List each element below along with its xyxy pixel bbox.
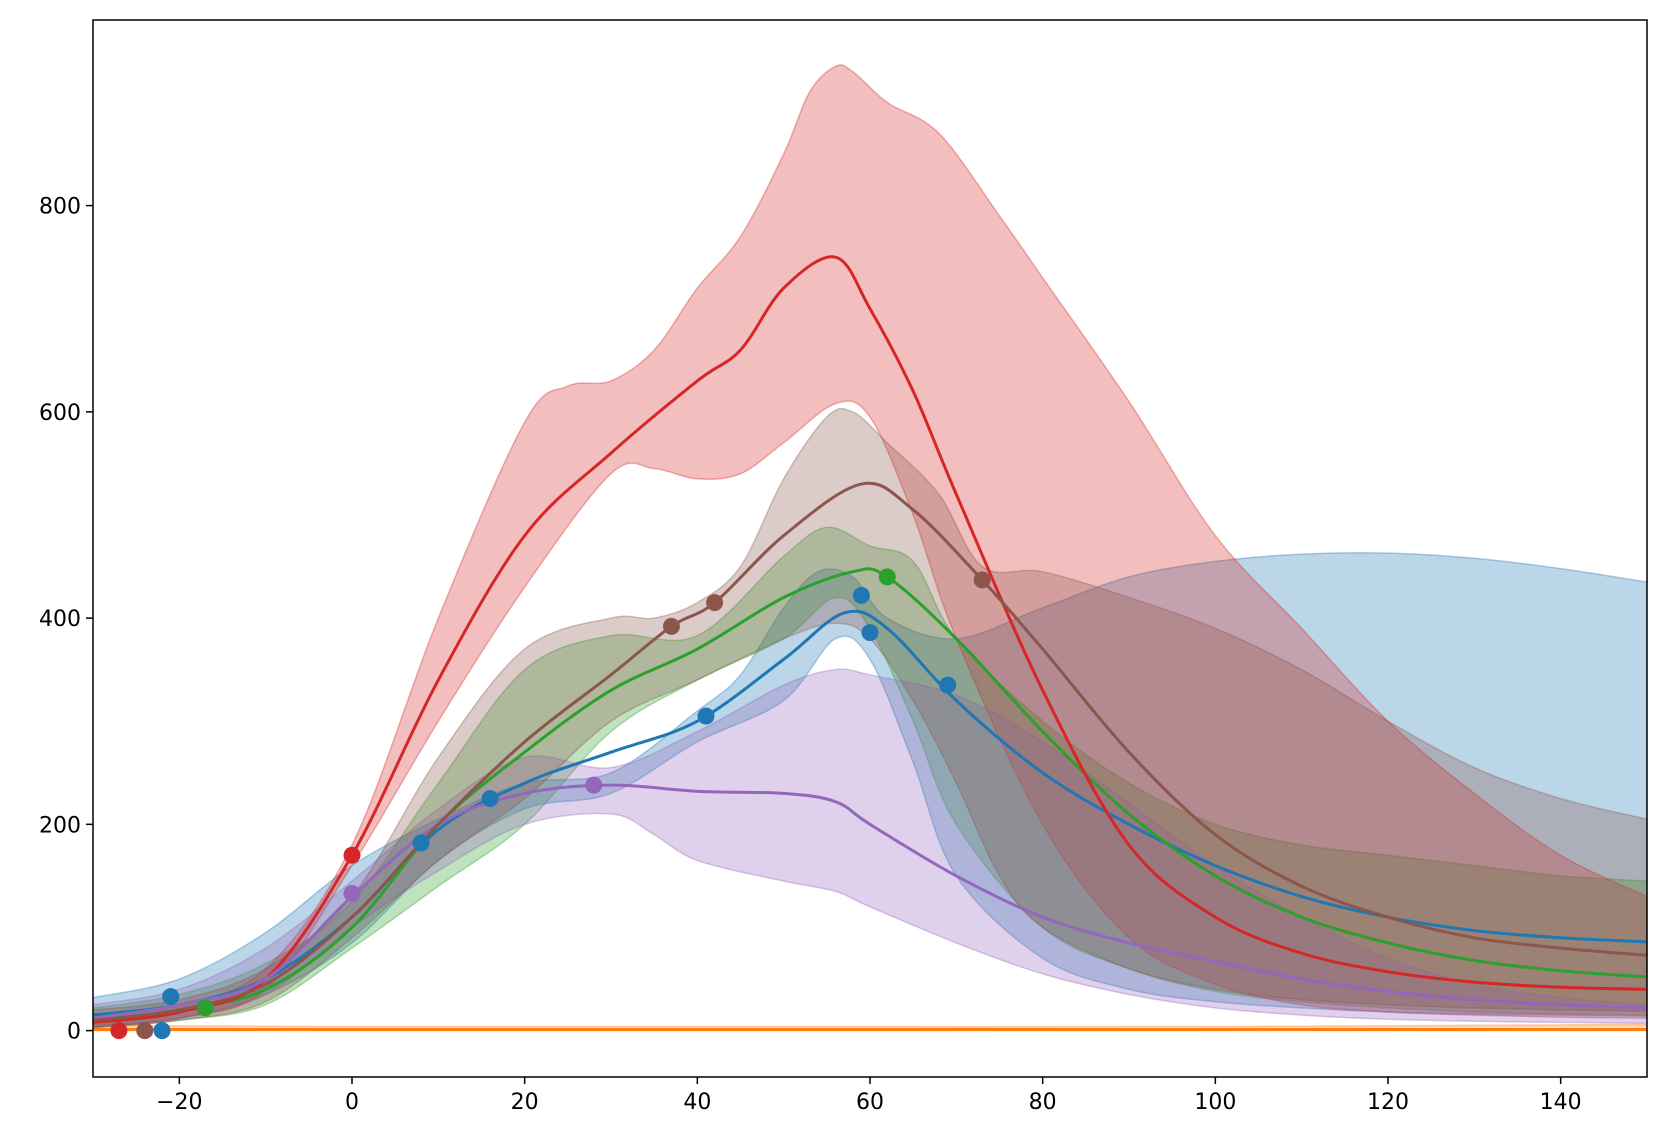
x-tick-label: −20 xyxy=(156,1090,202,1115)
x-tick-label: 60 xyxy=(856,1090,884,1115)
point-series-6-4 xyxy=(973,571,991,589)
point-series-1-3 xyxy=(412,834,430,852)
point-series-6-1 xyxy=(136,1022,154,1040)
x-axis: −20 0 20 40 60 80 100 120 140 xyxy=(156,1077,1582,1115)
line-series-6 xyxy=(93,481,1647,1022)
y-axis: 0 200 400 600 800 xyxy=(39,195,93,1045)
series-points xyxy=(110,568,991,1040)
confidence-bands xyxy=(93,64,1647,1032)
x-tick-label: 140 xyxy=(1540,1090,1582,1115)
band-series-4 xyxy=(93,64,1647,1029)
point-series-4-1 xyxy=(110,1022,128,1040)
line-series-3 xyxy=(93,567,1647,1022)
y-tick-label: 200 xyxy=(39,813,81,838)
x-tick-label: 80 xyxy=(1029,1090,1057,1115)
point-series-6-2 xyxy=(662,617,680,635)
point-series-1-2 xyxy=(162,988,180,1006)
band-series-6 xyxy=(93,407,1647,1029)
point-series-5-1 xyxy=(343,884,361,902)
x-tick-label: 120 xyxy=(1367,1090,1409,1115)
point-series-1-1 xyxy=(153,1022,171,1040)
point-series-1-4 xyxy=(481,790,499,808)
point-series-1-7 xyxy=(861,624,879,642)
band-series-3 xyxy=(93,526,1647,1029)
point-series-1-5 xyxy=(697,707,715,725)
point-series-5-2 xyxy=(585,776,603,794)
point-series-1-8 xyxy=(939,676,957,694)
x-tick-label: 0 xyxy=(345,1090,359,1115)
x-tick-label: 100 xyxy=(1194,1090,1236,1115)
line-series-4 xyxy=(93,255,1647,1024)
x-tick-label: 20 xyxy=(511,1090,539,1115)
band-series-1 xyxy=(93,552,1647,1027)
point-series-1-6 xyxy=(852,586,870,604)
point-series-4-2 xyxy=(343,846,361,864)
x-tick-label: 40 xyxy=(683,1090,711,1115)
y-tick-label: 0 xyxy=(67,1020,81,1045)
y-tick-label: 400 xyxy=(39,607,81,632)
point-series-3-1 xyxy=(196,999,214,1017)
point-series-6-3 xyxy=(706,594,724,612)
y-tick-label: 800 xyxy=(39,195,81,220)
point-series-3-2 xyxy=(878,568,896,586)
y-tick-label: 600 xyxy=(39,401,81,426)
